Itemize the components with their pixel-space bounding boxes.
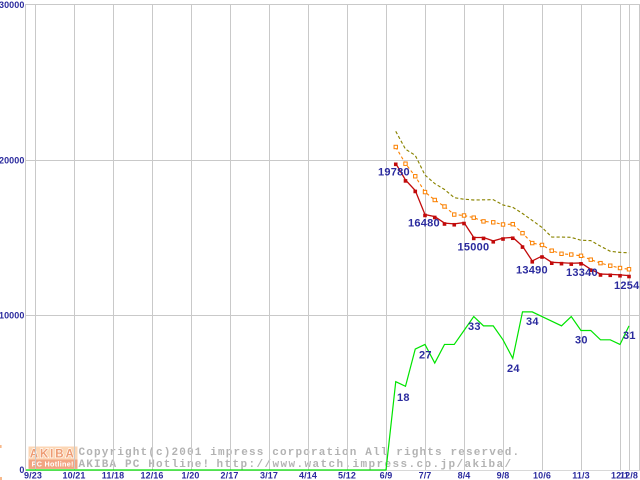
svg-text:11/18: 11/18 bbox=[102, 471, 125, 480]
svg-text:33: 33 bbox=[468, 321, 481, 333]
svg-text:4/14: 4/14 bbox=[299, 471, 317, 480]
svg-text:6/9: 6/9 bbox=[380, 471, 393, 480]
svg-text:AKIBA: AKIBA bbox=[30, 448, 76, 460]
svg-text:12/1: 12/1 bbox=[611, 471, 629, 480]
svg-text:30: 30 bbox=[575, 335, 588, 347]
svg-text:30000: 30000 bbox=[0, 0, 25, 10]
svg-text:3/17: 3/17 bbox=[260, 471, 278, 480]
svg-text:10000: 10000 bbox=[0, 311, 25, 321]
svg-text:http://www.watch.impress.co.jp: http://www.watch.impress.co.jp/akiba/ bbox=[217, 459, 513, 471]
svg-text:9/8: 9/8 bbox=[497, 471, 510, 480]
svg-text:31: 31 bbox=[623, 330, 636, 342]
svg-text:34: 34 bbox=[526, 316, 539, 328]
svg-text:1/20: 1/20 bbox=[182, 471, 200, 480]
svg-text:13490: 13490 bbox=[516, 265, 548, 277]
svg-text:18: 18 bbox=[397, 392, 410, 404]
svg-text:16480: 16480 bbox=[408, 218, 440, 230]
svg-text:12/8: 12/8 bbox=[620, 471, 638, 480]
svg-text:24: 24 bbox=[507, 363, 520, 375]
svg-text:10/6: 10/6 bbox=[533, 471, 551, 480]
svg-text:7/7: 7/7 bbox=[419, 471, 432, 480]
svg-text:AKIBA PC Hotline!: AKIBA PC Hotline! bbox=[79, 459, 211, 471]
svg-text:PC Hotline!: PC Hotline! bbox=[32, 460, 74, 469]
svg-text:19780: 19780 bbox=[378, 167, 410, 179]
svg-text:5/12: 5/12 bbox=[338, 471, 356, 480]
svg-text:12/16: 12/16 bbox=[140, 471, 163, 480]
svg-text:11/3: 11/3 bbox=[572, 471, 589, 480]
svg-text:0: 0 bbox=[19, 465, 24, 475]
svg-text:8/4: 8/4 bbox=[458, 471, 471, 480]
svg-text:9/23: 9/23 bbox=[24, 471, 42, 480]
svg-text:15000: 15000 bbox=[458, 242, 490, 254]
svg-text:13340: 13340 bbox=[566, 267, 598, 279]
svg-text:Copyright(c)2001 impress corpo: Copyright(c)2001 impress corporation All… bbox=[79, 447, 521, 459]
svg-text:12540: 12540 bbox=[614, 280, 640, 292]
svg-text:20000: 20000 bbox=[0, 156, 25, 166]
svg-text:2/17: 2/17 bbox=[221, 471, 239, 480]
svg-text:10/21: 10/21 bbox=[62, 471, 85, 480]
svg-text:27: 27 bbox=[419, 350, 432, 362]
